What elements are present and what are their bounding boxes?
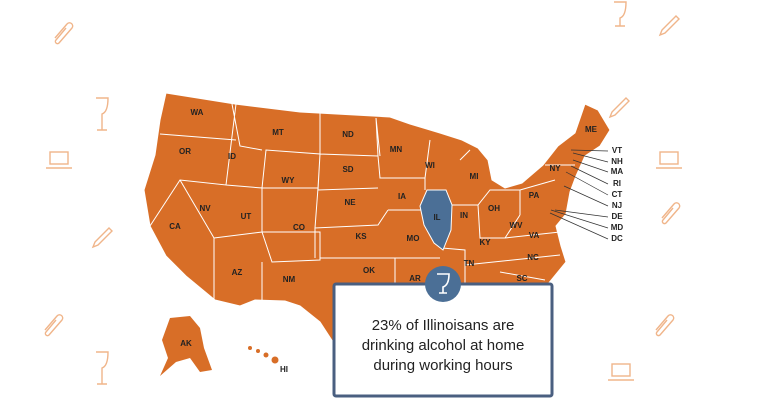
state-label: IA bbox=[398, 192, 406, 201]
decorations bbox=[44, 1, 682, 385]
state-label: OR bbox=[179, 147, 191, 156]
state-label: MO bbox=[407, 234, 420, 243]
state-label: OH bbox=[488, 204, 500, 213]
tooltip-text: 23% of Illinoisans are bbox=[372, 317, 515, 334]
state-label: AR bbox=[409, 274, 421, 283]
highlighted-state[interactable] bbox=[419, 189, 453, 251]
state-label: WY bbox=[282, 176, 296, 185]
wine-glass bbox=[437, 273, 450, 294]
state-label: MD bbox=[611, 223, 624, 232]
state-label: AK bbox=[180, 339, 192, 348]
state-label: RI bbox=[613, 179, 621, 188]
state-label: WI bbox=[425, 161, 435, 170]
state-label: DE bbox=[611, 212, 623, 221]
state-label: NV bbox=[199, 204, 211, 213]
state-label: TN bbox=[464, 259, 475, 268]
state-label: SD bbox=[342, 165, 353, 174]
state-label: KY bbox=[479, 238, 491, 247]
state-label: OK bbox=[363, 266, 375, 275]
state-label: NE bbox=[344, 198, 356, 207]
alaska bbox=[160, 316, 212, 376]
state-label: CA bbox=[169, 222, 181, 231]
state-label: ID bbox=[228, 152, 236, 161]
state-label: HI bbox=[280, 365, 288, 374]
state-label: WA bbox=[191, 108, 204, 117]
state-label: NM bbox=[283, 275, 296, 284]
state-label: PA bbox=[529, 191, 540, 200]
hawaii bbox=[248, 346, 279, 364]
state-label: KS bbox=[355, 232, 367, 241]
state-label: IL bbox=[433, 213, 440, 222]
state-label: MT bbox=[272, 128, 284, 137]
state-label: MN bbox=[390, 145, 403, 154]
state-label: VT bbox=[612, 146, 622, 155]
state-label: ND bbox=[342, 130, 354, 139]
state-label: CT bbox=[612, 190, 623, 199]
state-label: MI bbox=[470, 172, 479, 181]
state-label: WV bbox=[510, 221, 524, 230]
state-borders bbox=[149, 103, 575, 331]
state-label: NJ bbox=[612, 201, 622, 210]
state-label: AZ bbox=[232, 268, 243, 277]
tooltip-icon bbox=[425, 266, 461, 302]
state-label: VA bbox=[529, 231, 540, 240]
leader-lines bbox=[549, 149, 609, 240]
state-label: UT bbox=[241, 212, 252, 221]
state-label: ME bbox=[585, 125, 598, 134]
state-label: MA bbox=[611, 167, 624, 176]
state-label: SC bbox=[516, 274, 527, 283]
tooltip-text: during working hours bbox=[373, 357, 512, 374]
state-label: IN bbox=[460, 211, 468, 220]
state-label: NY bbox=[549, 164, 561, 173]
state-label: NH bbox=[611, 157, 623, 166]
state-label: DC bbox=[611, 234, 623, 243]
tooltip: 23% of Illinoisans are drinking alcohol a… bbox=[332, 266, 554, 398]
state-label: NC bbox=[527, 253, 539, 262]
state-label: CO bbox=[293, 223, 305, 232]
tooltip-text: drinking alcohol at home bbox=[362, 337, 525, 354]
